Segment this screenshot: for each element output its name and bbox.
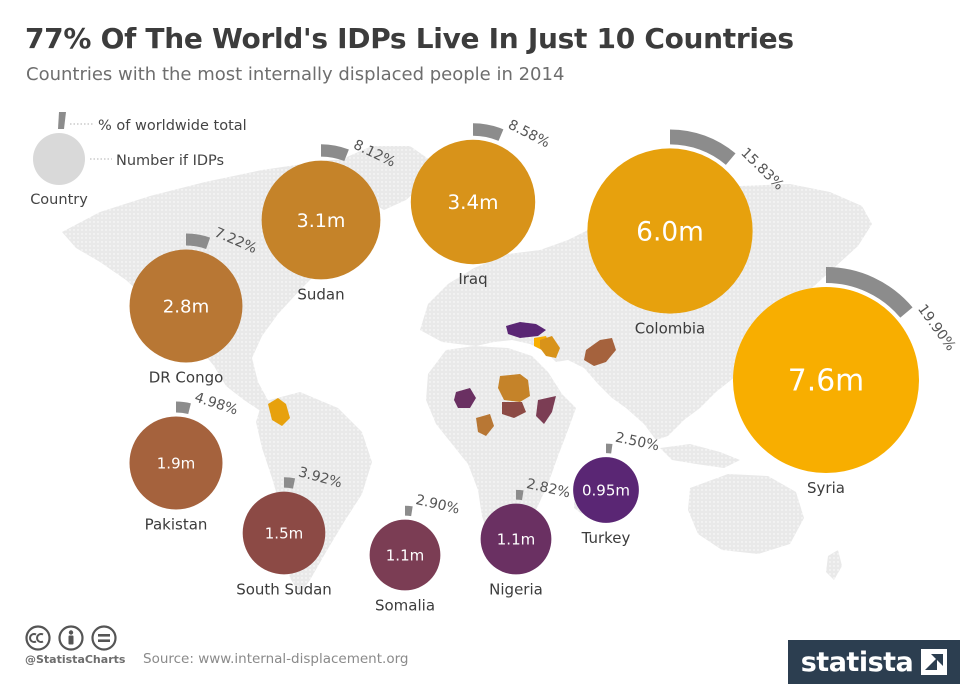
map-indonesia bbox=[660, 444, 740, 468]
map-turkey bbox=[506, 322, 546, 338]
statista-logo[interactable]: statista bbox=[788, 640, 960, 684]
share-ring-turkey bbox=[606, 443, 613, 454]
map-nigeria bbox=[454, 388, 476, 408]
idp-count-label-sudan: 3.1m bbox=[297, 210, 346, 232]
bubble-somalia bbox=[369, 519, 441, 591]
idp-count-label-nigeria: 1.1m bbox=[497, 530, 535, 548]
idp-count-label-south-sudan: 1.5m bbox=[265, 524, 303, 542]
bubble-south-sudan bbox=[242, 491, 326, 575]
country-label-colombia: Colombia bbox=[635, 320, 706, 338]
share-ring-colombia bbox=[670, 129, 736, 165]
brand-wordmark: statista bbox=[800, 646, 914, 678]
no-derivatives-icon bbox=[91, 625, 117, 651]
bubble-colombia bbox=[587, 148, 753, 314]
country-label-turkey: Turkey bbox=[581, 529, 631, 547]
share-ring-syria bbox=[826, 267, 913, 318]
source-note: Source: www.internal-displacement.org bbox=[143, 651, 409, 667]
country-label-iraq: Iraq bbox=[458, 270, 487, 288]
twitter-handle: @StatistaCharts bbox=[25, 653, 126, 666]
bubble-pakistan bbox=[129, 416, 223, 510]
country-label-pakistan: Pakistan bbox=[145, 516, 208, 534]
statista-mark-icon bbox=[921, 649, 948, 675]
bubble-syria bbox=[733, 287, 919, 473]
share-ring-sudan bbox=[321, 144, 349, 162]
bubble-sudan bbox=[261, 160, 381, 280]
highlighted-countries bbox=[268, 322, 616, 436]
share-label-pakistan: 4.98% bbox=[193, 390, 240, 419]
map-south-sudan bbox=[502, 402, 526, 418]
chart-title: 77% Of The World's IDPs Live In Just 10 … bbox=[25, 22, 794, 55]
map-colombia bbox=[268, 398, 290, 426]
legend-share-label: % of worldwide total bbox=[98, 118, 247, 134]
map-new-zealand bbox=[826, 550, 842, 580]
country-label-syria: Syria bbox=[807, 479, 845, 497]
idp-count-label-syria: 7.6m bbox=[788, 364, 864, 399]
bubble-iraq bbox=[410, 139, 536, 265]
legend-count-label: Number if IDPs bbox=[116, 153, 224, 169]
share-label-somalia: 2.90% bbox=[414, 492, 461, 518]
map-iraq bbox=[540, 336, 560, 358]
idp-count-label-turkey: 0.95m bbox=[582, 481, 630, 499]
legend: % of worldwide total Number if IDPs Coun… bbox=[30, 112, 247, 208]
chart-subtitle: Countries with the most internally displ… bbox=[26, 64, 565, 85]
bubble-dr-congo bbox=[129, 249, 243, 363]
legend-share-marker bbox=[58, 112, 66, 129]
country-label-dr-congo: DR Congo bbox=[149, 368, 224, 386]
country-bubbles: 7.6mSyria19.90%6.0mColombia15.83%3.4mIra… bbox=[129, 117, 959, 614]
country-label-south-sudan: South Sudan bbox=[236, 580, 332, 598]
share-ring-nigeria bbox=[516, 489, 524, 501]
country-label-nigeria: Nigeria bbox=[489, 580, 543, 598]
legend-country-label: Country bbox=[30, 192, 88, 208]
license-icons bbox=[25, 625, 117, 651]
country-label-somalia: Somalia bbox=[375, 596, 435, 614]
share-ring-south-sudan bbox=[284, 477, 296, 489]
share-ring-dr-congo bbox=[186, 233, 211, 249]
map-australia bbox=[688, 474, 804, 554]
share-label-iraq: 8.58% bbox=[505, 117, 552, 151]
share-ring-iraq bbox=[473, 123, 504, 141]
map-sudan bbox=[498, 374, 530, 402]
idp-count-label-pakistan: 1.9m bbox=[157, 454, 195, 472]
share-ring-somalia bbox=[405, 505, 413, 517]
cc-icon bbox=[25, 625, 51, 651]
map-pakistan bbox=[584, 338, 616, 366]
share-label-syria: 19.90% bbox=[914, 302, 958, 355]
idp-count-label-somalia: 1.1m bbox=[386, 546, 424, 564]
attribution-icon bbox=[58, 625, 84, 651]
idp-count-label-dr-congo: 2.8m bbox=[163, 297, 209, 318]
country-label-sudan: Sudan bbox=[297, 285, 344, 303]
idp-count-label-iraq: 3.4m bbox=[447, 191, 498, 214]
bubble-turkey bbox=[573, 457, 639, 523]
idp-count-label-colombia: 6.0m bbox=[636, 217, 704, 248]
map-eurasia bbox=[420, 184, 872, 440]
legend-sample-circle bbox=[33, 133, 85, 185]
map-dr-congo bbox=[476, 414, 494, 436]
map-somalia bbox=[536, 396, 556, 424]
share-ring-pakistan bbox=[176, 401, 191, 415]
bubble-nigeria bbox=[480, 503, 552, 575]
